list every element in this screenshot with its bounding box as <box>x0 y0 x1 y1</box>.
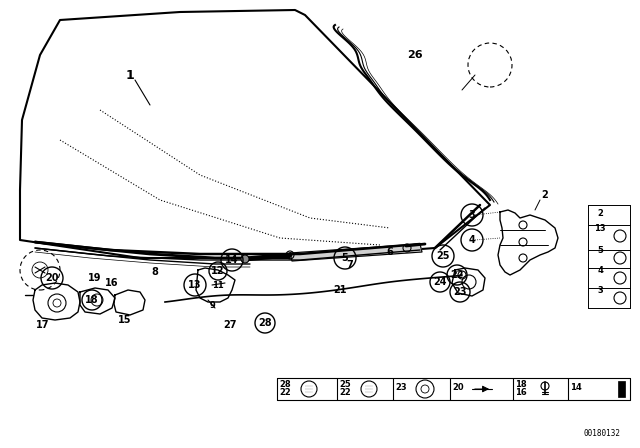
Text: 2: 2 <box>541 190 548 200</box>
Text: 22: 22 <box>451 270 464 280</box>
Text: 20: 20 <box>452 383 464 392</box>
Text: 14: 14 <box>225 255 239 265</box>
Polygon shape <box>290 244 422 261</box>
Text: 20: 20 <box>45 273 59 283</box>
Text: 3: 3 <box>468 210 476 220</box>
Text: 13: 13 <box>188 280 202 290</box>
Text: 25: 25 <box>436 251 450 261</box>
Polygon shape <box>618 381 625 397</box>
Text: 25: 25 <box>339 379 351 388</box>
Text: 8: 8 <box>152 267 159 277</box>
Text: 24: 24 <box>433 277 447 287</box>
Text: 18: 18 <box>515 379 527 388</box>
Text: 3: 3 <box>597 285 603 294</box>
Text: 11: 11 <box>212 280 224 289</box>
Text: 26: 26 <box>407 50 423 60</box>
Text: 17: 17 <box>36 320 50 330</box>
Text: 5: 5 <box>342 253 348 263</box>
Text: 7: 7 <box>347 260 353 270</box>
Text: 15: 15 <box>118 315 132 325</box>
Text: 28: 28 <box>279 379 291 388</box>
Text: 23: 23 <box>395 383 407 392</box>
Text: 00180132: 00180132 <box>583 429 620 438</box>
Text: 9: 9 <box>210 301 216 310</box>
Text: 14: 14 <box>570 383 582 392</box>
Text: 1: 1 <box>125 69 134 82</box>
Text: 6: 6 <box>387 247 394 257</box>
Text: 18: 18 <box>85 295 99 305</box>
Text: 21: 21 <box>333 285 347 295</box>
Text: 4: 4 <box>468 235 476 245</box>
Text: 28: 28 <box>258 318 272 328</box>
Text: 5: 5 <box>597 246 603 254</box>
Text: 16: 16 <box>105 278 119 288</box>
Text: 23: 23 <box>453 287 467 297</box>
Text: 13: 13 <box>594 224 606 233</box>
Text: 4: 4 <box>597 266 603 275</box>
Circle shape <box>241 255 249 263</box>
Text: 2: 2 <box>597 208 603 217</box>
Text: 19: 19 <box>88 273 102 283</box>
Text: 27: 27 <box>223 320 237 330</box>
Text: 22: 22 <box>279 388 291 396</box>
Text: 12: 12 <box>211 266 225 276</box>
Text: 16: 16 <box>515 388 527 396</box>
Text: 22: 22 <box>339 388 351 396</box>
